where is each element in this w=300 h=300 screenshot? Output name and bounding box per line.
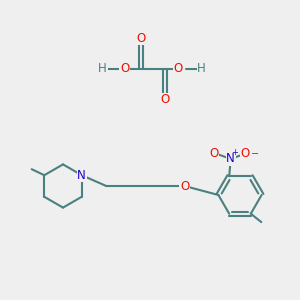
Text: O: O xyxy=(209,147,218,160)
Text: O: O xyxy=(160,93,169,106)
Text: H: H xyxy=(197,62,206,76)
Text: O: O xyxy=(136,32,146,45)
Text: O: O xyxy=(240,147,249,160)
Text: +: + xyxy=(231,148,238,158)
Text: H: H xyxy=(98,62,107,76)
Text: N: N xyxy=(77,169,86,182)
Text: O: O xyxy=(174,62,183,76)
Text: O: O xyxy=(120,62,129,76)
Text: O: O xyxy=(180,179,189,193)
Text: −: − xyxy=(250,149,259,159)
Text: N: N xyxy=(226,152,235,165)
